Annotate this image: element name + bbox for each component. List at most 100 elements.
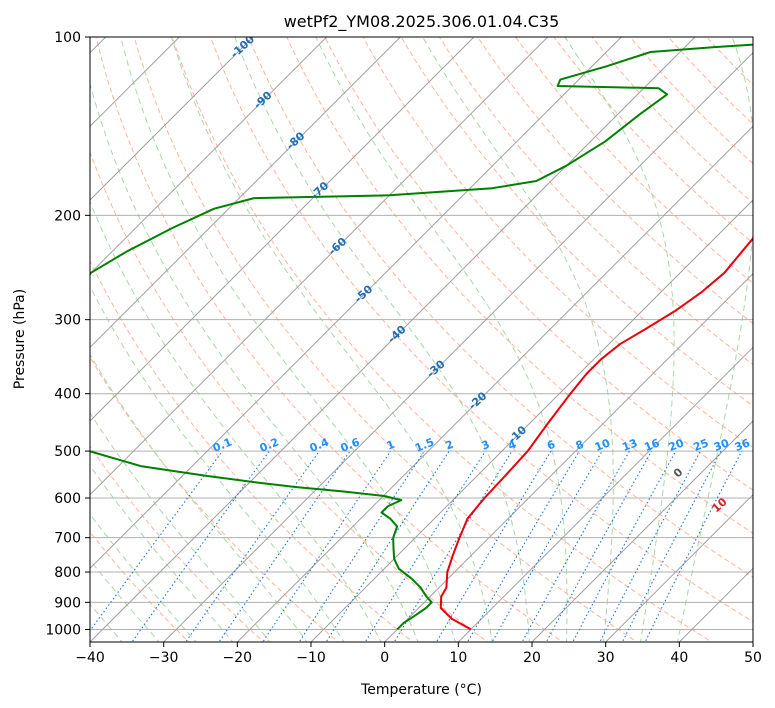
x-tick-label: 20 [523,650,541,666]
y-tick-label: 700 [54,531,81,547]
mixing-ratio-line [325,450,450,642]
dry-adiabat-line [362,37,753,449]
moist-adiabat-line [90,464,234,642]
theta-e-label: 20 [755,523,775,543]
dry-adiabat-line [438,37,753,366]
mixing-ratio-label: 1 [385,438,397,453]
mixing-ratio-label: 10 [593,436,612,454]
chart-title: wetPf2_YM08.2025.306.01.04.C35 [284,12,560,32]
mixing-ratio-label: 20 [667,436,686,454]
isotherm-line [90,37,475,422]
y-tick-label: 800 [54,565,81,581]
dry-adiabat-line [171,37,713,642]
dry-adiabat-line [133,37,638,642]
x-axis-label: Temperature (°C) [360,682,482,698]
profile-series [90,43,753,631]
isotherm-line [90,37,254,201]
x-tick-label: 10 [449,650,467,666]
y-axis-ticks: 100 200 300 400 500 600 700 800 900 1000 [45,30,90,638]
x-tick-label: 30 [597,650,615,666]
mixing-ratio-label: 13 [620,436,639,454]
mixing-ratio-line [218,450,351,642]
dry-adiabat-line [286,37,753,534]
moist-adiabat-line [90,353,308,642]
dewpoint-line [90,43,753,631]
isotherm-line [90,37,696,642]
x-tick-label: 0 [380,650,389,666]
mixing-ratio-line [466,450,580,642]
y-tick-label: 400 [54,387,81,403]
mixing-ratio-line [185,450,320,642]
mixing-ratio-label: 36 [733,436,752,454]
isotherm-line [752,641,753,642]
moist-adiabat-line [90,81,419,642]
mixing-ratio-label: 0.1 [211,436,234,455]
mixing-ratio-line [364,450,486,642]
dry-adiabat-line [90,150,489,642]
x-tick-label: 40 [670,650,688,666]
isotherm-line [90,37,622,570]
isotherm-line [531,420,753,642]
mixing-ratio-lines [90,450,743,642]
isotherm-line [90,37,401,349]
x-tick-label: −30 [149,650,179,666]
isotherm-gridlines [90,37,753,642]
mixing-ratio-label: 0.4 [308,435,331,454]
dry-adiabat-line [324,37,753,491]
x-tick-label: −10 [296,650,326,666]
mixing-ratio-line [599,450,701,642]
mixing-ratio-label: 2 [443,438,455,453]
y-tick-label: 600 [54,491,81,507]
y-tick-label: 500 [54,444,81,460]
moist-adiabat-line [90,200,382,642]
y-tick-label: 1000 [45,622,81,638]
mixing-ratio-line [90,450,223,632]
dry-adiabat-line [90,356,340,642]
mixing-ratio-label: 1.5 [413,436,436,455]
temperature-line [439,236,753,631]
y-tick-label: 100 [54,30,81,46]
mixing-ratio-line [572,450,677,642]
y-tick-label: 900 [54,595,81,611]
plot-frame [89,36,754,643]
x-tick-label: 50 [744,650,762,666]
mixing-ratio-line [131,450,270,642]
moist-adiabat-line [171,37,493,642]
mixing-ratio-line [262,450,392,642]
y-tick-label: 300 [54,313,81,329]
x-tick-label: −20 [223,650,253,666]
dry-adiabat-line [90,259,414,642]
mixing-ratio-label: 30 [712,436,731,454]
moist-adiabat-line [90,412,271,642]
isotherm-line [236,125,753,642]
moist-adiabat-line [422,37,614,642]
mixing-ratio-line [393,450,513,642]
moist-adiabat-line [315,37,568,642]
dry-adiabat-line [90,445,265,642]
plot-area: -100-90-80-70-60-50-40-30-20-100.1 0.2 0.4… [90,37,775,642]
mixing-ratio-line [298,450,425,642]
dry-adiabat-line [515,37,753,284]
mixing-ratio-label: 8 [574,438,586,453]
x-tick-label: −40 [75,650,105,666]
y-tick-label: 200 [54,208,81,224]
isotherm-line [678,567,753,642]
isotherm-line [457,346,753,642]
dry-adiabat-line [248,37,753,578]
isotherm-line [384,272,753,642]
mixing-ratio-label: 16 [642,436,661,454]
isotherm-line [90,37,549,496]
dry-adiabat-line [705,37,753,86]
isotherm-line [90,37,328,275]
mixing-ratio-label: 6 [545,438,557,453]
isotherm-line [163,51,753,642]
dry-adiabat-line [90,531,190,642]
moist-adiabat-line [90,513,197,642]
mixing-ratio-label: 0.6 [339,435,362,454]
mixing-ratio-label: 25 [691,436,710,454]
dry-adiabat-line [667,37,753,125]
x-axis-ticks: −40 −30 −20 −10 0 10 20 30 40 50 [75,642,762,666]
mixing-ratio-label: 0.2 [258,436,281,455]
dry-adiabat-line [553,37,753,244]
dry-adiabat-line [400,37,753,407]
